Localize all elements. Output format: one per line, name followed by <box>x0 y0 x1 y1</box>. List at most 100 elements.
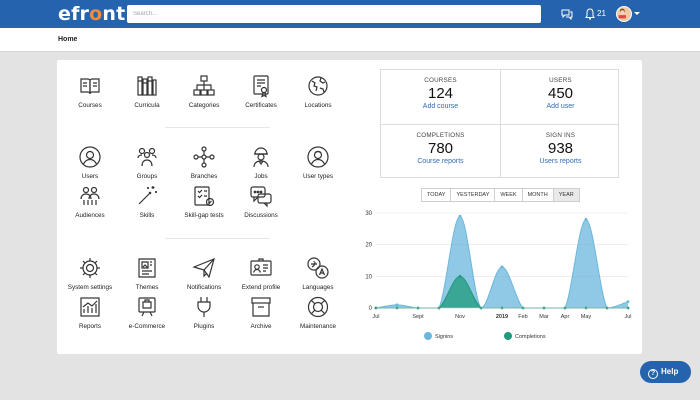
chat-bubbles-icon[interactable] <box>561 8 573 20</box>
tile-themes[interactable]: Themes <box>117 256 177 296</box>
tile-label: Reports <box>78 323 102 330</box>
tile-label: Users <box>81 173 99 180</box>
tile-skills[interactable]: Skills <box>117 184 177 224</box>
data-point[interactable] <box>500 265 504 269</box>
stat-title: COMPLETIONS <box>416 132 465 139</box>
tile-e-commerce[interactable]: e-Commerce <box>117 295 177 335</box>
tile-locations[interactable]: Locations <box>288 74 348 114</box>
tile-discussions[interactable]: Discussions <box>231 184 291 224</box>
efront-logo[interactable]: efront <box>58 3 126 25</box>
tile-curricula[interactable]: Curricula <box>117 74 177 114</box>
tile-archive[interactable]: Archive <box>231 295 291 335</box>
tile-label: User types <box>302 173 334 180</box>
gear-icon <box>80 258 100 278</box>
tile-label: Certificates <box>245 102 277 109</box>
activity-chart: 0 10 20 30 Jul Sept Nov 2019 Feb Mar Apr May Jul Si… <box>365 211 632 340</box>
stat-value: 450 <box>547 85 574 102</box>
plug-icon <box>197 297 211 317</box>
tile-jobs[interactable]: Jobs <box>231 145 291 185</box>
checklist-icon <box>194 186 215 207</box>
top-bar: efront 21 <box>0 0 700 28</box>
group-icon <box>137 147 157 167</box>
tile-categories[interactable]: Categories <box>174 74 234 114</box>
stat-value: 780 <box>427 140 454 157</box>
help-label: Help <box>661 367 679 376</box>
tile-branches[interactable]: Branches <box>174 145 234 185</box>
stat-title: USERS <box>549 77 572 84</box>
help-button[interactable]: ? Help <box>640 361 691 383</box>
divider <box>165 238 270 239</box>
search-input[interactable] <box>127 5 541 23</box>
hierarchy-icon <box>193 75 215 96</box>
x-tick-label: May <box>581 314 592 320</box>
cart-icon <box>138 297 156 317</box>
tile-reports[interactable]: Reports <box>60 295 120 335</box>
branches-icon <box>193 146 215 168</box>
tile-label: Languages <box>302 284 334 291</box>
archive-box-icon <box>251 297 271 317</box>
stat-value: 124 <box>427 85 454 102</box>
tile-notifications[interactable]: Notifications <box>174 256 234 296</box>
tile-plugins[interactable]: Plugins <box>174 295 234 335</box>
chart-legend: Signins Completions <box>424 332 546 340</box>
tile-label: Skills <box>139 212 155 219</box>
stat-value: 938 <box>547 140 574 157</box>
data-point[interactable] <box>458 274 462 278</box>
tile-label: Skill-gap tests <box>184 212 224 219</box>
x-tick-label: Jul <box>372 314 379 320</box>
stat-courses: COURSES 124 Add course <box>381 70 500 124</box>
y-tick-label: 0 <box>369 306 373 312</box>
tile-groups[interactable]: Groups <box>117 145 177 185</box>
tile-audiences[interactable]: Audiences <box>60 184 120 224</box>
period-yesterday-button[interactable]: YESTERDAY <box>451 189 496 201</box>
audience-icon <box>80 186 100 205</box>
period-month-button[interactable]: MONTH <box>522 189 554 201</box>
course-reports-link[interactable]: Course reports <box>417 158 464 165</box>
period-year-button[interactable]: YEAR <box>553 189 579 201</box>
data-point[interactable] <box>584 217 588 221</box>
period-selector: TODAY YESTERDAY WEEK MONTH YEAR <box>421 188 580 202</box>
tile-courses[interactable]: Courses <box>60 74 120 114</box>
legend-label: Signins <box>435 334 453 340</box>
languages-icon <box>307 257 329 279</box>
tile-users[interactable]: Users <box>60 145 120 185</box>
tile-skill-gap-tests[interactable]: Skill-gap tests <box>174 184 234 224</box>
add-user-link[interactable]: Add user <box>546 103 575 110</box>
tile-user-types[interactable]: User types <box>288 145 348 185</box>
tile-maintenance[interactable]: Maintenance <box>288 295 348 335</box>
series-area <box>376 216 628 308</box>
y-tick-label: 10 <box>365 274 372 280</box>
stat-sign-ins: SIGN INS 938 Users reports <box>501 125 620 179</box>
tile-certificates[interactable]: Certificates <box>231 74 291 114</box>
tile-system-settings[interactable]: System settings <box>60 256 120 296</box>
period-today-button[interactable]: TODAY <box>422 189 452 201</box>
x-tick-label: Sept <box>412 314 424 320</box>
breadcrumb-home[interactable]: Home <box>58 36 78 43</box>
stat-title: COURSES <box>424 77 457 84</box>
data-point[interactable] <box>458 214 462 218</box>
chart-series <box>374 214 630 310</box>
add-course-link[interactable]: Add course <box>422 103 459 110</box>
profile-card-icon <box>250 258 272 276</box>
chevron-down-icon[interactable] <box>634 12 640 15</box>
users-reports-link[interactable]: Users reports <box>539 158 582 165</box>
y-tick-label: 30 <box>365 211 372 217</box>
theme-icon <box>138 258 156 278</box>
data-point[interactable] <box>626 300 630 304</box>
bell-icon[interactable] <box>585 8 595 20</box>
tile-label: Maintenance <box>299 323 337 330</box>
data-point[interactable] <box>395 303 399 307</box>
tile-label: Branches <box>190 173 218 180</box>
x-tick-label: Feb <box>518 314 527 320</box>
tile-label: e-Commerce <box>128 323 166 330</box>
avatar[interactable] <box>616 6 632 22</box>
user-type-icon <box>307 146 329 168</box>
tile-label: Jobs <box>254 173 268 180</box>
stat-title: SIGN INS <box>545 132 576 139</box>
stat-users: USERS 450 Add user <box>501 70 620 124</box>
tile-languages[interactable]: Languages <box>288 256 348 296</box>
tile-extend-profile[interactable]: Extend profile <box>231 256 291 296</box>
globe-icon <box>308 76 328 96</box>
period-week-button[interactable]: WEEK <box>495 189 523 201</box>
tile-label: Themes <box>135 284 159 291</box>
